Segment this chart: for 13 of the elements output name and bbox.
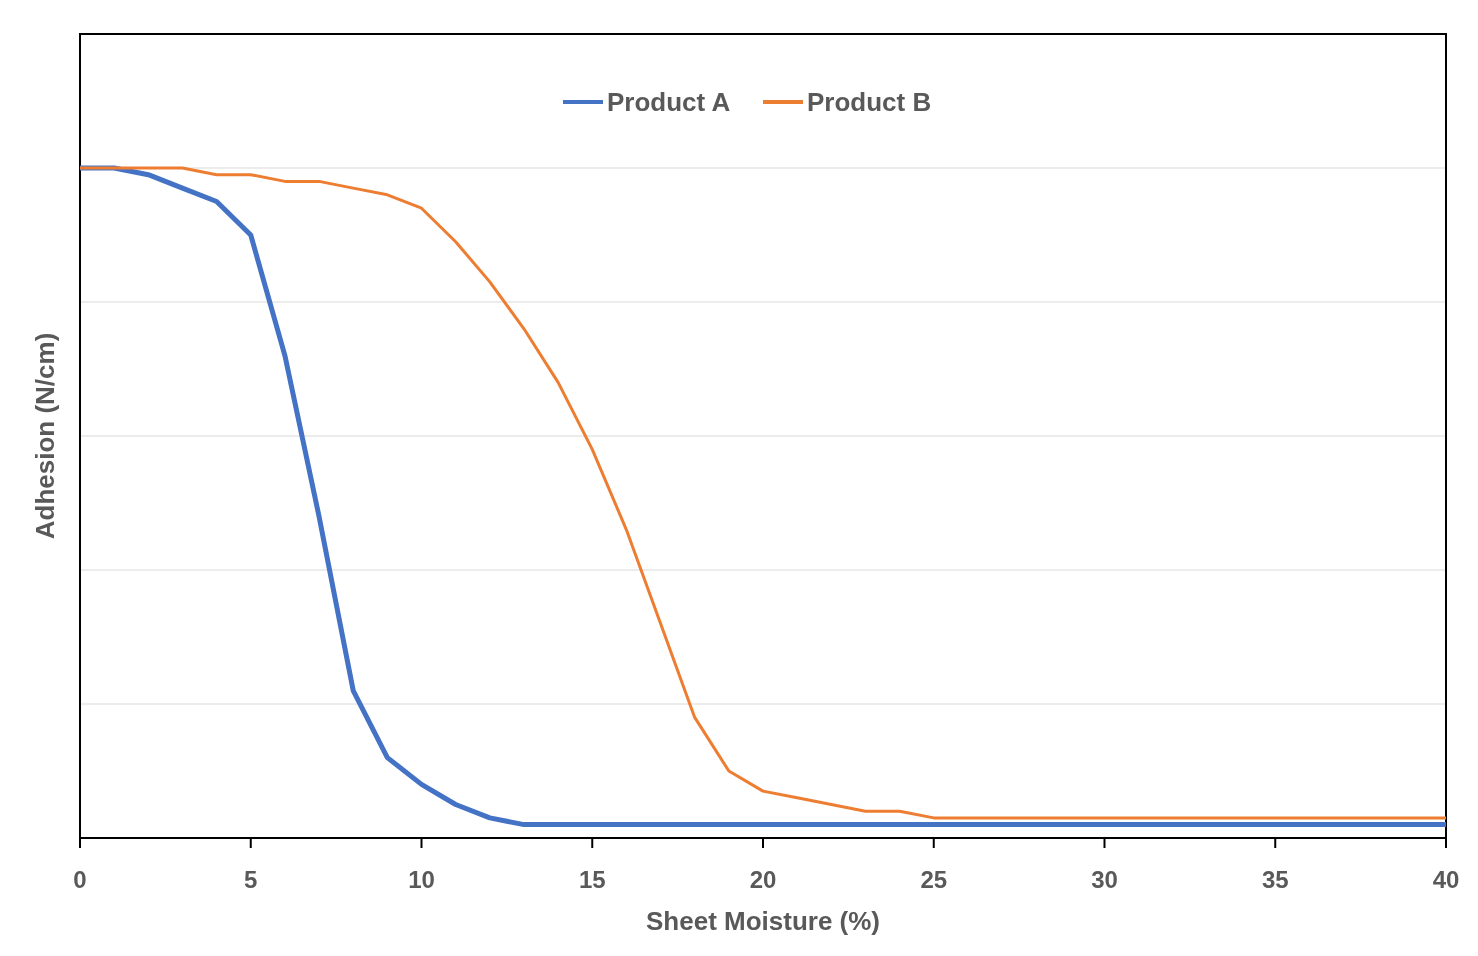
x-tick-label: 25 [920, 866, 948, 893]
x-tick-label: 10 [408, 866, 435, 893]
x-tick-label: 35 [1261, 866, 1289, 893]
x-axis-title: Sheet Moisture (%) [645, 906, 881, 936]
x-tick-label: 30 [1091, 866, 1118, 893]
x-tick-label: 20 [749, 866, 777, 893]
legend-label: Product B [807, 87, 932, 117]
legend-label: Product A [607, 87, 731, 117]
x-tick-label: 5 [244, 866, 258, 893]
y-axis-title: Adhesion (N/cm) [30, 332, 60, 540]
x-tick-label: 15 [578, 866, 606, 893]
x-tick-label: 0 [73, 866, 87, 893]
x-tick-label: 40 [1432, 866, 1460, 893]
